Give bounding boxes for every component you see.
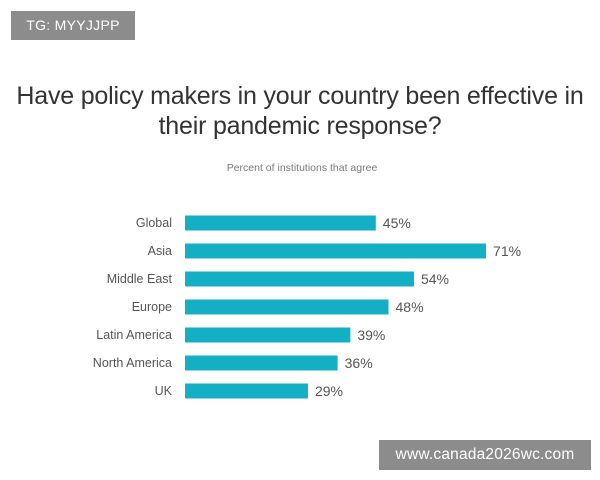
bar-latin-america bbox=[185, 327, 351, 343]
value-label-global: 45% bbox=[383, 215, 411, 231]
value-label-middle-east: 54% bbox=[421, 271, 449, 287]
value-label-north-america: 36% bbox=[345, 355, 373, 371]
value-label-uk: 29% bbox=[315, 383, 343, 399]
bar-middle-east bbox=[185, 271, 414, 287]
bar-asia bbox=[185, 243, 487, 259]
channel-tag: TG: MYYJJPP bbox=[11, 11, 135, 40]
category-label-global: Global bbox=[136, 216, 172, 230]
category-label-uk: UK bbox=[155, 384, 173, 398]
category-label-asia: Asia bbox=[148, 244, 172, 258]
category-label-latin-america: Latin America bbox=[96, 328, 172, 342]
bar-global bbox=[185, 215, 376, 231]
bar-north-america bbox=[185, 355, 338, 371]
watermark-url: www.canada2026wc.com bbox=[379, 440, 591, 470]
category-label-north-america: North America bbox=[93, 356, 172, 370]
category-label-middle-east: Middle East bbox=[107, 272, 173, 286]
chart-title-line-2: their pandemic response? bbox=[158, 112, 442, 140]
bar-europe bbox=[185, 299, 389, 315]
value-label-asia: 71% bbox=[493, 243, 521, 259]
value-label-europe: 48% bbox=[396, 299, 424, 315]
category-label-europe: Europe bbox=[132, 300, 172, 314]
value-label-latin-america: 39% bbox=[357, 327, 385, 343]
chart-subtitle: Percent of institutions that agree bbox=[226, 162, 378, 174]
bar-uk bbox=[185, 383, 308, 399]
chart-title: Have policy makers in your country been … bbox=[0, 81, 600, 141]
chart-title-line-1: Have policy makers in your country been … bbox=[16, 82, 584, 110]
